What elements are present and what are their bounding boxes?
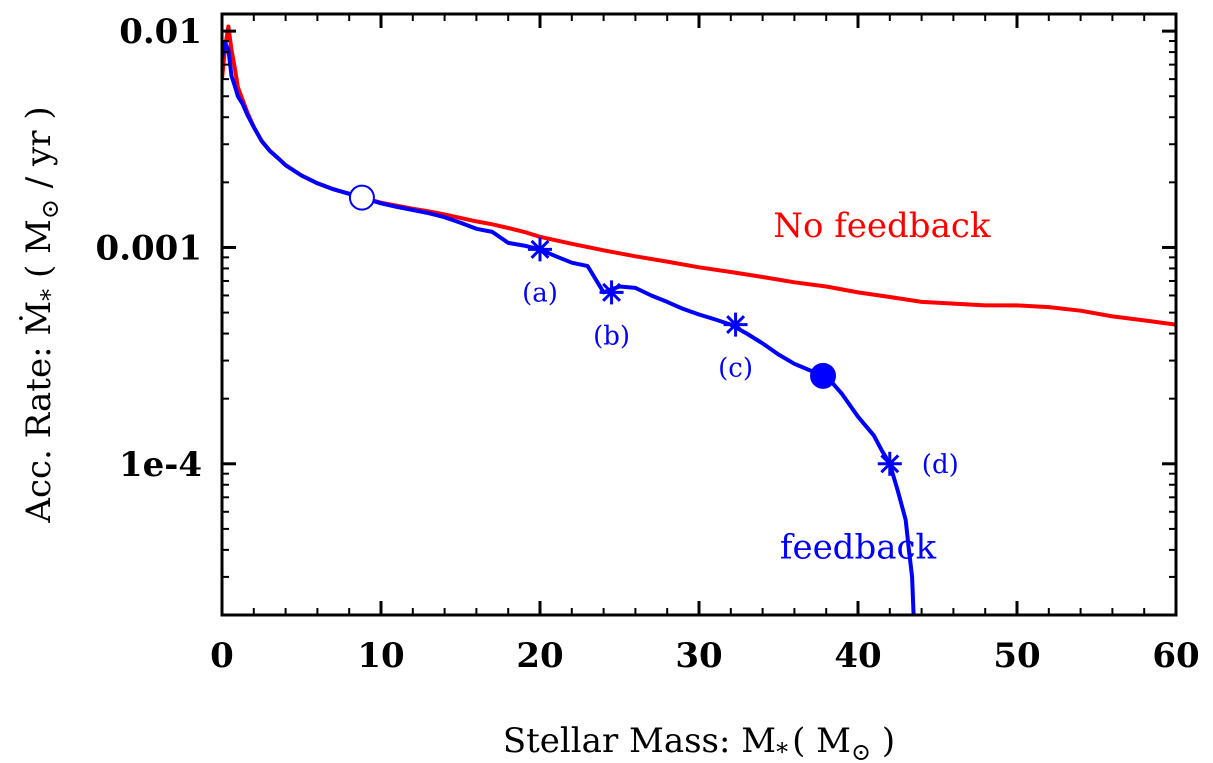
tick-labels: 0 10 20 30 40 50 60 1e-4 0.001 0.01 [96,12,1200,676]
marker-asterisk-2 [599,280,624,305]
asterisk-stroke [530,239,550,259]
asterisk-stroke [602,282,622,302]
y-axis-label-sub: * [36,289,64,301]
y-axis-label-main: Acc. Rate: Ṁ [19,301,59,524]
asterisk-stroke [880,454,900,474]
y-tick-label: 1e-4 [119,445,202,485]
y-axis-label-unit-sub: ⊙ [36,199,64,219]
marker-label-4: (d) [922,450,959,480]
series-label-feedback: feedback [780,527,937,567]
x-axis-label: Stellar Mass: M*( M⊙ ) [503,721,895,763]
x-axis-label-unit-close: ) [871,721,895,761]
y-tick-label: 0.001 [96,228,202,268]
marker-label-3: (c) [718,354,753,384]
x-tick-label: 20 [516,636,563,676]
y-axis-label: Acc. Rate: Ṁ* ( M⊙ / yr ) [19,106,64,523]
asterisk-stroke [726,315,746,335]
x-axis-label-main: Stellar Mass: M [503,721,776,761]
x-tick-label: 50 [993,636,1040,676]
marker-filled-circle [810,362,837,389]
x-axis-label-unit-open: ( M [792,721,851,761]
marker-label-2: (b) [593,321,630,351]
y-tick-label: 0.01 [119,12,202,52]
marker-label-1: (a) [522,278,558,308]
marker-asterisk-4 [877,451,902,476]
x-tick-label: 40 [834,636,881,676]
marker-asterisk-1 [528,237,552,262]
x-tick-label: 60 [1152,636,1199,676]
x-tick-label: 0 [210,636,234,676]
x-axis-label-sub: * [776,738,788,763]
marker-open-circle [348,184,375,211]
y-axis-label-unit-open: ( M [19,219,59,289]
series-line-no-feedback [222,24,1176,327]
series-line-feedback [222,41,916,615]
x-tick-label: 10 [357,636,404,676]
y-axis-label-unit-close: / yr ) [19,106,59,199]
plot-content: (a) (b) (c) (d) No feedback feedback [222,24,1176,615]
marker-asterisk-3 [723,312,748,337]
axis-ticks [220,14,1178,615]
series-label-no-feedback: No feedback [773,206,991,246]
x-axis-label-unit-sub: ⊙ [851,738,871,763]
x-tick-label: 30 [675,636,722,676]
